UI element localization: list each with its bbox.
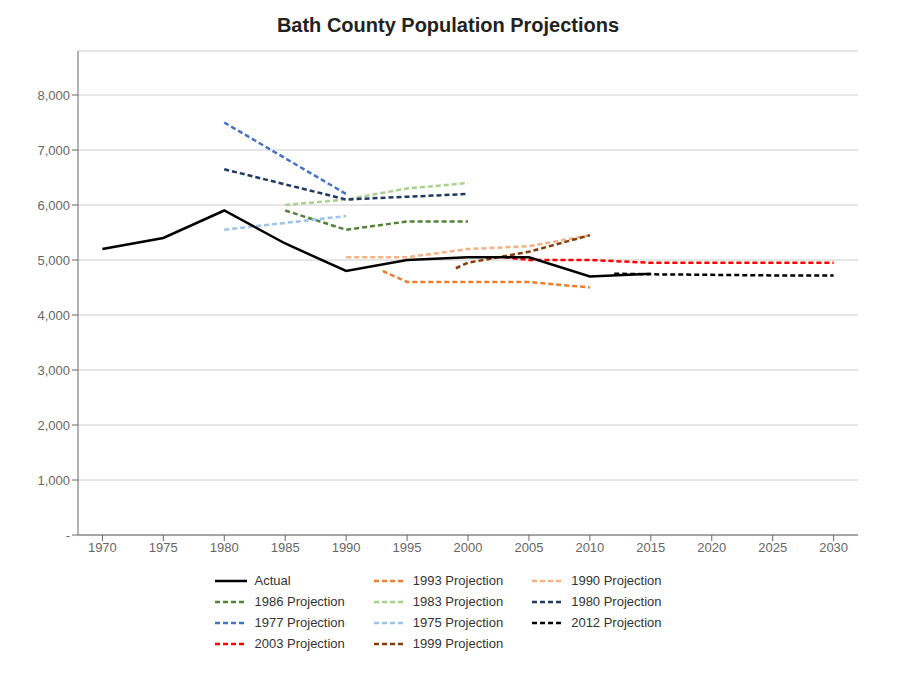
svg-text:1975: 1975 bbox=[149, 540, 178, 555]
html-text:1999 Projection: 1999 Projection bbox=[412, 636, 504, 651]
svg-text:1985: 1985 bbox=[271, 540, 300, 555]
svg-text:1990: 1990 bbox=[332, 540, 361, 555]
html-text:2012 Projection: 2012 Projection bbox=[571, 615, 662, 630]
svg-text:8,000: 8,000 bbox=[37, 88, 70, 103]
html-text:1980 Projection: 1980 Projection bbox=[571, 594, 662, 609]
html-text:2003 Projection: 2003 Projection bbox=[254, 636, 345, 651]
html-text:1990 Projection: 1990 Projection bbox=[571, 573, 662, 588]
html-text:1975 Projection: 1975 Projection bbox=[412, 615, 504, 630]
html-text:Bath County Population Project: Bath County Population Projections bbox=[276, 14, 620, 36]
svg-text:3,000: 3,000 bbox=[37, 363, 70, 378]
svg-text:4,000: 4,000 bbox=[37, 308, 70, 323]
svg-text:2020: 2020 bbox=[697, 540, 726, 555]
svg-text:1970: 1970 bbox=[88, 540, 117, 555]
svg-text:6,000: 6,000 bbox=[37, 198, 70, 213]
svg-text:7,000: 7,000 bbox=[37, 143, 70, 158]
html-text:1993 Projection: 1993 Projection bbox=[412, 573, 504, 588]
svg-text:2025: 2025 bbox=[758, 540, 787, 555]
svg-text:1,000: 1,000 bbox=[37, 473, 70, 488]
html-text:1983 Projection: 1983 Projection bbox=[412, 594, 504, 609]
svg-text:2015: 2015 bbox=[636, 540, 665, 555]
svg-text:1995: 1995 bbox=[393, 540, 422, 555]
html-text:Actual: Actual bbox=[254, 573, 291, 588]
svg-text:2,000: 2,000 bbox=[37, 418, 70, 433]
svg-text:2010: 2010 bbox=[575, 540, 604, 555]
svg-text:-: - bbox=[66, 528, 70, 543]
html-text:1986 Projection: 1986 Projection bbox=[254, 594, 345, 609]
svg-text:5,000: 5,000 bbox=[37, 253, 70, 268]
svg-text:2000: 2000 bbox=[454, 540, 483, 555]
svg-text:2030: 2030 bbox=[819, 540, 848, 555]
svg-text:1980: 1980 bbox=[210, 540, 239, 555]
html-text:1977 Projection: 1977 Projection bbox=[254, 615, 345, 630]
svg-text:2005: 2005 bbox=[514, 540, 543, 555]
